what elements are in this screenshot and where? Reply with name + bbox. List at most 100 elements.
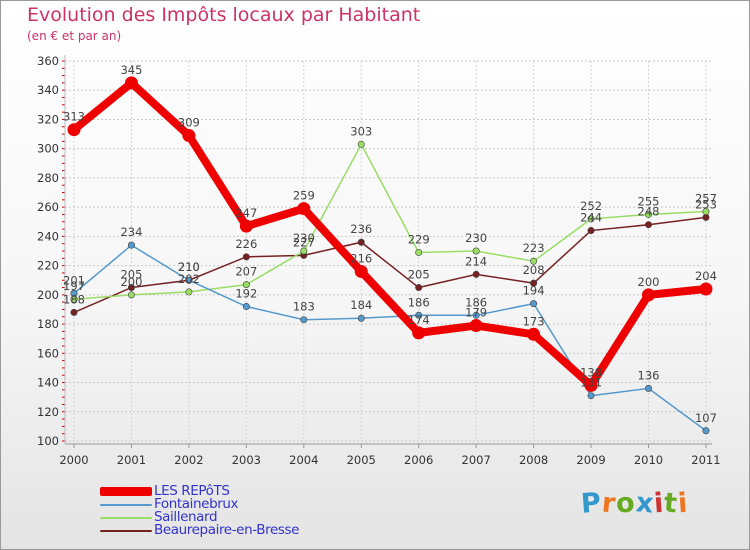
x-tick-label: 2004 bbox=[289, 453, 318, 467]
data-point bbox=[415, 284, 423, 292]
data-label: 205 bbox=[408, 268, 430, 282]
data-point bbox=[472, 247, 480, 255]
data-point bbox=[702, 208, 710, 216]
data-label: 234 bbox=[120, 225, 142, 239]
logo-letter: P bbox=[579, 487, 603, 520]
data-point bbox=[242, 281, 250, 289]
data-point bbox=[587, 215, 595, 223]
data-label: 247 bbox=[235, 206, 257, 220]
data-point bbox=[644, 210, 652, 218]
x-tick-label: 2001 bbox=[117, 453, 146, 467]
data-point bbox=[702, 427, 710, 435]
data-point bbox=[472, 311, 480, 319]
data-point bbox=[644, 384, 652, 392]
data-label: 210 bbox=[178, 260, 200, 274]
data-label: 230 bbox=[465, 231, 487, 245]
y-tick-label: 220 bbox=[37, 259, 59, 273]
data-label: 236 bbox=[350, 222, 372, 236]
data-point bbox=[530, 300, 538, 308]
legend-item: LES REPôTS bbox=[100, 483, 350, 500]
data-label: 230 bbox=[293, 231, 315, 245]
y-tick-label: 160 bbox=[37, 346, 59, 360]
legend-item: Saillenard bbox=[100, 509, 350, 526]
data-label: 131 bbox=[580, 376, 602, 390]
series-line bbox=[73, 142, 706, 300]
data-label: 252 bbox=[580, 199, 602, 213]
data-label: 208 bbox=[523, 263, 545, 277]
data-label: 303 bbox=[350, 124, 372, 138]
data-label: 138 bbox=[580, 365, 602, 379]
legend-swatch bbox=[100, 487, 152, 496]
data-label: 186 bbox=[465, 295, 487, 309]
data-label: 200 bbox=[638, 275, 660, 289]
data-label: 192 bbox=[235, 287, 257, 301]
data-label: 194 bbox=[523, 284, 545, 298]
data-label: 204 bbox=[695, 269, 717, 283]
data-label: 309 bbox=[178, 116, 200, 130]
data-label: 313 bbox=[63, 110, 85, 124]
data-label: 136 bbox=[638, 368, 660, 382]
data-label: 197 bbox=[63, 279, 85, 293]
data-label: 201 bbox=[63, 273, 85, 287]
data-label: 216 bbox=[350, 251, 372, 265]
y-tick-label: 200 bbox=[37, 288, 59, 302]
legend-label: Fontainebrux bbox=[154, 496, 239, 512]
data-point bbox=[185, 276, 193, 284]
y-tick-label: 280 bbox=[37, 171, 59, 185]
data-point bbox=[469, 319, 483, 333]
data-point bbox=[415, 248, 423, 256]
legend-swatch bbox=[100, 504, 152, 506]
data-label: 183 bbox=[293, 300, 315, 314]
data-label: 173 bbox=[523, 314, 545, 328]
legend-swatch bbox=[100, 517, 152, 519]
data-label: 207 bbox=[235, 265, 257, 279]
data-point bbox=[584, 378, 598, 392]
data-point bbox=[357, 314, 365, 322]
data-point bbox=[182, 129, 196, 143]
legend-item: Fontainebrux bbox=[100, 496, 350, 513]
data-point bbox=[127, 291, 135, 299]
x-tick-label: 2008 bbox=[519, 453, 548, 467]
data-point bbox=[300, 316, 308, 324]
data-point bbox=[527, 327, 541, 341]
data-point bbox=[415, 311, 423, 319]
data-label: 226 bbox=[235, 237, 257, 251]
data-point bbox=[124, 76, 138, 90]
data-label: 205 bbox=[120, 268, 142, 282]
x-tick-label: 2002 bbox=[174, 453, 203, 467]
data-point bbox=[357, 140, 365, 148]
data-point bbox=[297, 202, 311, 216]
y-tick-label: 140 bbox=[37, 376, 59, 390]
data-point bbox=[185, 288, 193, 296]
logo-letter: o bbox=[615, 487, 637, 520]
chart-title: Evolution des Impôts locaux par Habitant bbox=[27, 4, 421, 26]
series-line bbox=[73, 244, 707, 432]
data-point bbox=[472, 270, 480, 278]
data-point bbox=[239, 219, 253, 233]
data-label: 210 bbox=[178, 260, 200, 274]
y-tick-label: 260 bbox=[37, 200, 59, 214]
data-point bbox=[699, 282, 713, 296]
x-tick-label: 2003 bbox=[232, 453, 261, 467]
data-point bbox=[70, 308, 78, 316]
y-tick-label: 100 bbox=[37, 434, 59, 448]
data-label: 202 bbox=[178, 272, 200, 286]
data-point bbox=[530, 279, 538, 287]
x-tick-label: 2010 bbox=[634, 453, 663, 467]
legend-label: LES REPôTS bbox=[154, 483, 230, 499]
data-label: 229 bbox=[408, 232, 430, 246]
data-label: 186 bbox=[408, 295, 430, 309]
data-point bbox=[70, 289, 78, 297]
y-tick-label: 320 bbox=[37, 112, 59, 126]
data-point bbox=[530, 257, 538, 265]
x-tick-label: 2000 bbox=[59, 453, 88, 467]
data-label: 174 bbox=[408, 313, 430, 327]
data-label: 184 bbox=[350, 298, 372, 312]
data-label: 257 bbox=[695, 192, 717, 206]
data-point bbox=[412, 326, 426, 340]
data-point bbox=[642, 288, 655, 302]
series-line bbox=[73, 216, 707, 314]
x-tick-label: 2005 bbox=[347, 453, 376, 467]
data-label: 253 bbox=[695, 197, 717, 211]
